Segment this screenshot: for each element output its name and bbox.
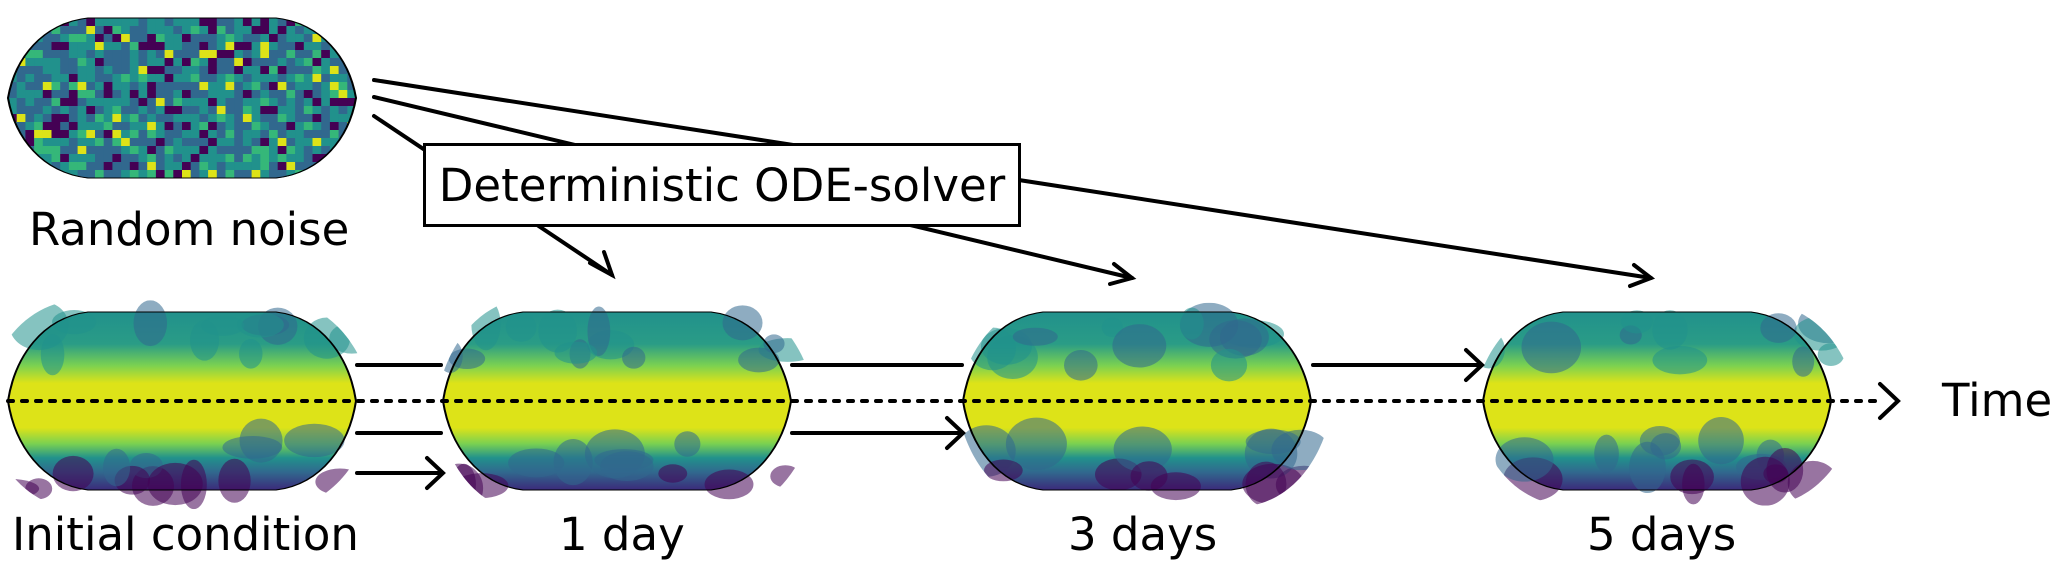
- day-1-map: [435, 298, 817, 513]
- day-5-map: [1472, 303, 1859, 506]
- random-noise-map: [6, 17, 358, 179]
- noise-to-day5-arrowhead: [1628, 263, 1656, 288]
- cond-arrowhead-1: [425, 456, 446, 490]
- ode-solver-label: Deterministic ODE-solver: [438, 158, 1006, 212]
- initial-condition-map: [0, 300, 375, 510]
- time-label: Time: [1942, 374, 2053, 427]
- time-axis-arrowhead: [1878, 382, 1901, 420]
- day-3-label: 3 days: [1068, 508, 1218, 561]
- day-5-label: 5 days: [1587, 508, 1737, 561]
- random-noise-label: Random noise: [29, 203, 350, 256]
- day-3-map: [956, 302, 1333, 507]
- day-1-label: 1 day: [559, 508, 685, 561]
- noise-to-day3-arrowhead: [1108, 262, 1137, 286]
- cond-arrowhead-2: [945, 416, 966, 450]
- cond-arrowhead-3: [1464, 348, 1485, 382]
- initial-condition-label: Initial condition: [12, 508, 359, 561]
- noise-to-day1-arrowhead: [588, 250, 616, 280]
- ode-solver-box: Deterministic ODE-solver: [423, 143, 1021, 227]
